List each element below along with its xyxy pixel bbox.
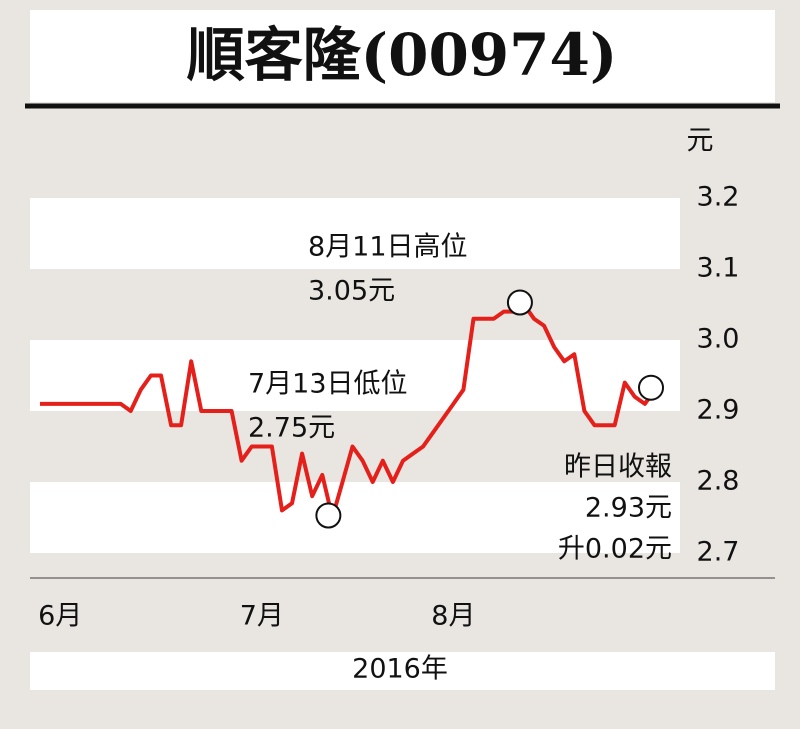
price-line xyxy=(40,302,657,520)
annotation: 8月11日高位 xyxy=(308,232,468,263)
chart-title: 順客隆(00974) xyxy=(187,21,618,89)
highlight-point xyxy=(506,289,533,316)
y-tick-label: 2.7 xyxy=(697,537,740,568)
highlight-point xyxy=(638,374,664,401)
highlight-point xyxy=(315,502,342,529)
annotation: 2.75元 xyxy=(248,413,335,444)
annotation: 3.05元 xyxy=(308,276,395,307)
x-tick-label: 6月 xyxy=(38,601,82,632)
annotation: 升0.02元 xyxy=(558,534,672,565)
grid-band xyxy=(30,198,680,269)
x-tick-label: 8月 xyxy=(431,601,475,632)
grid-band xyxy=(30,482,680,553)
y-tick-label: 2.8 xyxy=(697,466,740,497)
annotation: 7月13日低位 xyxy=(248,369,408,400)
x-axis-label: 2016年 xyxy=(352,654,448,685)
annotation: 2.93元 xyxy=(585,493,672,524)
y-tick-label: 3.0 xyxy=(697,324,740,355)
y-tick-label: 3.2 xyxy=(697,182,740,213)
xlabel-box xyxy=(30,652,775,690)
y-unit: 元 xyxy=(687,126,714,157)
annotation: 昨日收報 xyxy=(564,452,672,483)
title-box xyxy=(30,10,775,102)
y-tick-label: 2.9 xyxy=(697,395,740,426)
y-tick-label: 3.1 xyxy=(697,253,740,284)
x-tick-label: 7月 xyxy=(240,601,284,632)
bands xyxy=(30,198,680,553)
